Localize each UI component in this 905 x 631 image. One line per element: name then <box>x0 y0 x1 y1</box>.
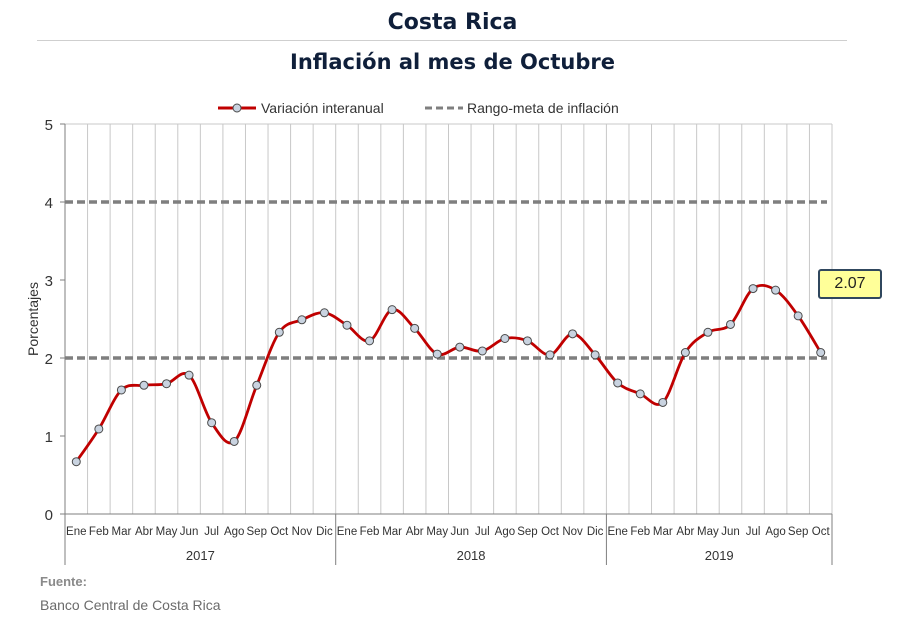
data-point <box>184 370 194 380</box>
x-tick-label: Feb <box>630 526 650 538</box>
data-point <box>477 346 487 356</box>
data-point <box>771 285 781 295</box>
x-tick-label: Ene <box>66 526 86 538</box>
data-point <box>748 284 758 294</box>
x-tick-label: May <box>697 526 719 538</box>
source-label: Fuente: <box>40 574 87 589</box>
data-point <box>703 327 713 337</box>
legend-label: Variación interanual <box>261 100 384 116</box>
x-group-label: 2017 <box>186 548 215 563</box>
data-point <box>162 379 172 389</box>
x-tick-label: Jun <box>180 526 199 538</box>
y-tick-label: 2 <box>45 351 53 368</box>
data-point <box>816 348 826 358</box>
x-tick-label: May <box>426 526 448 538</box>
data-point <box>455 342 465 352</box>
x-tick-label: Nov <box>562 526 583 538</box>
data-point <box>342 320 352 330</box>
y-tick-label: 1 <box>45 429 53 446</box>
data-point <box>432 349 442 359</box>
x-tick-label: Dic <box>587 526 604 538</box>
data-point <box>613 378 623 388</box>
legend-label: Rango-meta de inflación <box>467 100 619 116</box>
x-tick-label: Jun <box>451 526 470 538</box>
x-tick-label: Feb <box>89 526 109 538</box>
data-point <box>297 315 307 325</box>
data-point <box>410 323 420 333</box>
x-tick-label: Mar <box>382 526 402 538</box>
x-tick-label: Ago <box>765 526 785 538</box>
data-point <box>229 436 239 446</box>
data-point <box>274 327 284 337</box>
x-tick-label: Jul <box>204 526 219 538</box>
legend: Variación interanual Rango-meta de inflac… <box>218 100 619 116</box>
title-divider <box>37 40 847 41</box>
x-tick-label: Ago <box>224 526 244 538</box>
x-tick-label: Jul <box>746 526 761 538</box>
data-point <box>793 311 803 321</box>
x-tick-label: May <box>156 526 178 538</box>
data-point <box>658 397 668 407</box>
x-tick-label: Oct <box>541 526 560 538</box>
x-tick-label: Oct <box>812 526 831 538</box>
y-tick-label: 5 <box>45 117 53 134</box>
x-tick-label: Ene <box>337 526 357 538</box>
data-point <box>500 334 510 343</box>
data-point <box>94 424 104 434</box>
x-tick-label: Mar <box>111 526 131 538</box>
x-tick-label: Dic <box>316 526 333 538</box>
data-point <box>680 348 690 358</box>
y-axis-label: Porcentajes <box>25 282 41 356</box>
chart-subtitle: Inflación al mes de Octubre <box>290 50 615 74</box>
source-text: Banco Central de Costa Rica <box>40 597 221 613</box>
data-point <box>319 308 329 318</box>
data-point <box>568 329 578 339</box>
x-tick-label: Feb <box>360 526 380 538</box>
data-point <box>545 350 555 360</box>
series-line <box>75 283 822 463</box>
x-group-label: 2019 <box>705 548 734 563</box>
data-point <box>139 380 149 390</box>
x-tick-label: Oct <box>270 526 289 538</box>
data-point <box>590 350 600 360</box>
data-point <box>635 389 645 399</box>
data-point <box>207 418 217 428</box>
y-tick-label: 3 <box>45 273 53 290</box>
x-tick-label: Sep <box>788 526 808 538</box>
y-tick-label: 0 <box>45 507 53 524</box>
x-tick-label: Sep <box>247 526 267 538</box>
x-tick-label: Abr <box>676 526 694 538</box>
x-group-label: 2018 <box>457 548 486 563</box>
x-tick-label: Abr <box>135 526 153 538</box>
data-point <box>725 319 735 329</box>
data-point <box>387 305 397 315</box>
data-point <box>71 457 81 467</box>
x-tick-label: Nov <box>292 526 313 538</box>
data-point <box>365 336 375 346</box>
x-tick-label: Ene <box>607 526 627 538</box>
data-point <box>116 385 126 395</box>
y-tick-label: 4 <box>45 195 53 212</box>
x-tick-label: Jun <box>721 526 740 538</box>
x-tick-label: Abr <box>406 526 424 538</box>
legend-marker-swatch <box>232 103 242 113</box>
x-tick-label: Ago <box>495 526 515 538</box>
x-tick-label: Jul <box>475 526 490 538</box>
x-tick-label: Sep <box>517 526 537 538</box>
data-point <box>252 380 262 390</box>
data-point <box>522 336 532 346</box>
chart-title: Costa Rica <box>387 10 518 35</box>
latest-value-callout: 2.07 <box>818 269 882 299</box>
x-tick-label: Mar <box>653 526 673 538</box>
